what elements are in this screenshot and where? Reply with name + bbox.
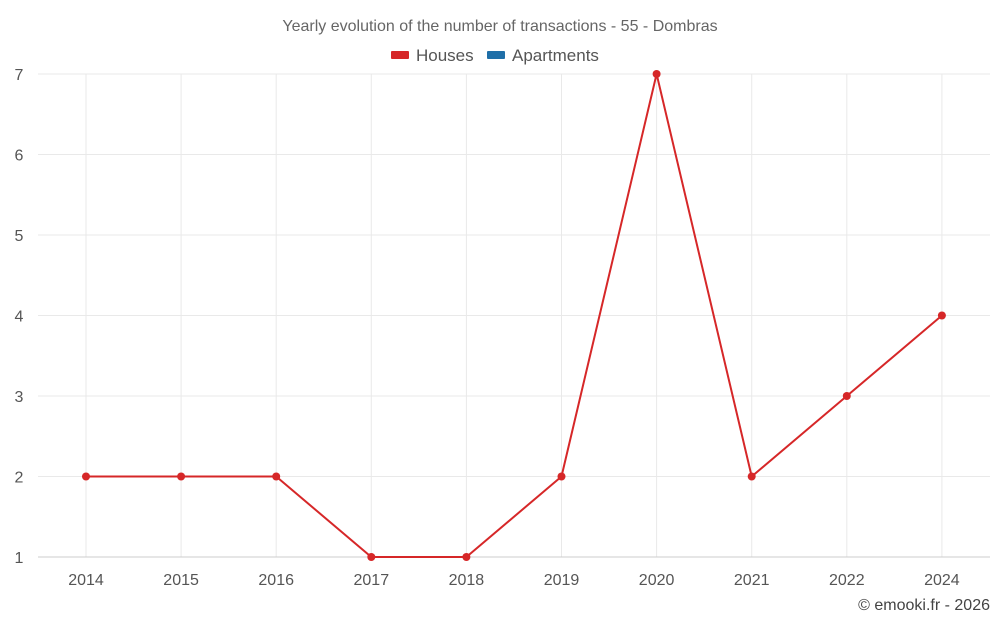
legend: Houses Apartments: [391, 46, 599, 65]
x-tick-label: 2014: [68, 572, 104, 589]
credit-text: © emooki.fr - 2026: [858, 597, 990, 614]
y-axis: 1 2 3 4 5 6 7: [15, 67, 24, 567]
data-point-houses[interactable]: [462, 553, 471, 561]
x-tick-label: 2022: [829, 572, 865, 589]
legend-label-apartments: Apartments: [512, 46, 599, 65]
y-tick-label: 7: [15, 67, 24, 84]
x-tick-label: 2024: [924, 572, 960, 589]
x-tick-label: 2016: [258, 572, 294, 589]
x-tick-label: 2019: [544, 572, 580, 589]
x-axis: 2014 2015 2016 2017 2018 2019 2020 2021 2022 2024: [38, 556, 990, 589]
legend-swatch-apartments: [487, 51, 505, 59]
y-tick-label: 6: [15, 148, 24, 165]
y-tick-label: 4: [15, 309, 24, 326]
series-line-houses: [86, 73, 943, 558]
series-layer: [82, 70, 946, 561]
data-point-houses[interactable]: [557, 472, 566, 481]
data-point-houses[interactable]: [177, 472, 186, 481]
data-point-houses[interactable]: [842, 392, 851, 400]
grid: [38, 73, 990, 557]
y-tick-label: 1: [15, 550, 24, 567]
y-tick-label: 3: [15, 389, 24, 406]
x-tick-label: 2015: [163, 572, 199, 589]
x-tick-label: 2021: [734, 572, 770, 589]
data-point-houses[interactable]: [652, 70, 661, 78]
data-point-houses[interactable]: [367, 553, 376, 561]
legend-item-apartments[interactable]: Apartments: [487, 46, 599, 65]
legend-item-houses[interactable]: Houses: [391, 46, 474, 65]
data-point-houses[interactable]: [747, 472, 756, 481]
x-tick-label: 2020: [639, 572, 675, 589]
data-point-houses[interactable]: [82, 472, 90, 481]
data-point-houses[interactable]: [272, 472, 281, 481]
chart-title: Yearly evolution of the number of transa…: [282, 18, 717, 35]
x-tick-label: 2017: [354, 572, 390, 589]
y-tick-label: 5: [15, 228, 24, 245]
legend-swatch-houses: [391, 51, 409, 59]
y-tick-label: 2: [15, 470, 24, 487]
data-point-houses[interactable]: [937, 311, 946, 320]
x-tick-label: 2018: [449, 572, 485, 589]
legend-label-houses: Houses: [416, 46, 474, 65]
